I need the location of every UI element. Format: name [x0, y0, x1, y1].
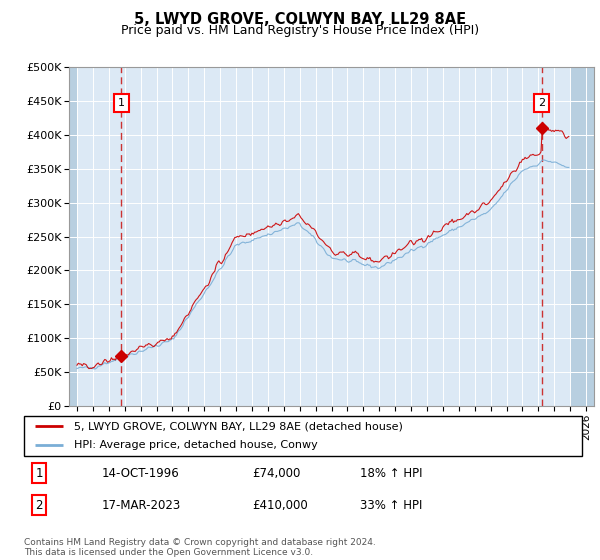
Text: £74,000: £74,000: [252, 466, 301, 480]
Text: 33% ↑ HPI: 33% ↑ HPI: [360, 498, 422, 512]
Text: 1: 1: [35, 466, 43, 480]
Text: 17-MAR-2023: 17-MAR-2023: [102, 498, 181, 512]
Text: Price paid vs. HM Land Registry's House Price Index (HPI): Price paid vs. HM Land Registry's House …: [121, 24, 479, 36]
Text: 14-OCT-1996: 14-OCT-1996: [102, 466, 180, 480]
Text: 2: 2: [35, 498, 43, 512]
Text: Contains HM Land Registry data © Crown copyright and database right 2024.
This d: Contains HM Land Registry data © Crown c…: [24, 538, 376, 557]
Text: 1: 1: [118, 98, 125, 108]
Text: 18% ↑ HPI: 18% ↑ HPI: [360, 466, 422, 480]
Text: 5, LWYD GROVE, COLWYN BAY, LL29 8AE: 5, LWYD GROVE, COLWYN BAY, LL29 8AE: [134, 12, 466, 27]
Text: 5, LWYD GROVE, COLWYN BAY, LL29 8AE (detached house): 5, LWYD GROVE, COLWYN BAY, LL29 8AE (det…: [74, 421, 403, 431]
Text: 2: 2: [538, 98, 545, 108]
Text: £410,000: £410,000: [252, 498, 308, 512]
Text: HPI: Average price, detached house, Conwy: HPI: Average price, detached house, Conw…: [74, 440, 318, 450]
